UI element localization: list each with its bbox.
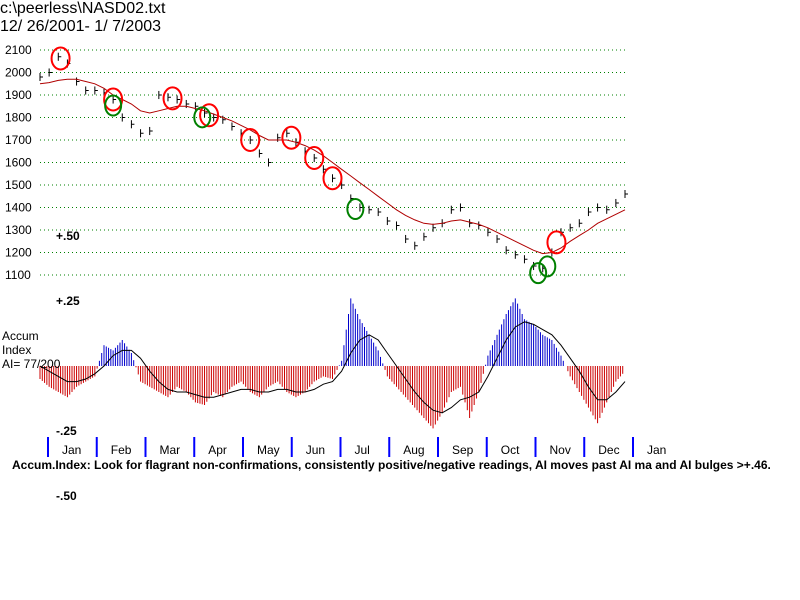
y-tick-label: 2000 <box>5 66 32 80</box>
sell-signal-circle <box>103 87 124 112</box>
month-label: Mar <box>160 443 181 457</box>
sell-signal-circle <box>322 166 343 191</box>
month-label: Apr <box>208 443 227 457</box>
indicator-name-line2: Index <box>2 343 32 357</box>
ai-tick-label: +.25 <box>56 294 80 308</box>
y-tick-label: 2100 <box>5 43 32 57</box>
ai-y-axis: -.50 -.25 +.25 +.50 <box>56 229 80 503</box>
footnote: Accum.Index: Look for flagrant non-confi… <box>12 458 771 472</box>
ai-moving-average <box>39 321 626 414</box>
month-label: Nov <box>550 443 571 457</box>
price-moving-average <box>39 78 626 255</box>
price-y-axis: 1100 1200 1300 1400 1500 1600 1700 1800 1900 2000… <box>5 43 32 282</box>
sell-signal-circle <box>162 86 183 111</box>
ai-bars <box>39 298 624 429</box>
ai-tick-label: -.25 <box>56 424 77 438</box>
indicator-name-line1: Accum <box>2 329 39 343</box>
month-label: Aug <box>403 443 424 457</box>
month-axis: Jan Feb Mar Apr May Jun Jul Aug Sep Oct Nov Dec Jan <box>47 437 666 457</box>
month-label: Dec <box>598 443 619 457</box>
buy-signal-circle <box>538 255 557 278</box>
signal-circles <box>50 46 567 285</box>
date-range: 12/ 26/2001- 1/ 7/2003 <box>0 18 162 35</box>
sell-signal-circle <box>546 230 567 255</box>
y-tick-label: 1100 <box>5 268 31 282</box>
month-label: Jun <box>306 443 325 457</box>
ai-tick-label: +.50 <box>56 229 80 243</box>
sell-signal-circle <box>281 125 302 150</box>
y-tick-label: 1300 <box>5 223 32 237</box>
moving-average-line <box>39 78 626 255</box>
month-label: May <box>257 443 280 457</box>
sell-signal-circle <box>199 103 220 128</box>
ai-tick-label: -.50 <box>56 489 77 503</box>
buy-signal-circle <box>193 106 212 129</box>
buy-signal-circle <box>104 94 123 117</box>
file-title: c:\peerless\NASD02.txt <box>0 0 166 17</box>
y-tick-label: 1900 <box>5 88 32 102</box>
buy-signal-circle <box>346 198 365 220</box>
buy-signal-circle <box>529 262 548 285</box>
ai-moving-average-line <box>39 321 626 414</box>
y-tick-label: 1700 <box>5 133 32 147</box>
indicator-value: AI= 77/200 <box>2 357 61 371</box>
y-tick-label: 1400 <box>5 201 32 215</box>
month-label: Jul <box>355 443 370 457</box>
month-label: Feb <box>111 443 132 457</box>
y-tick-label: 1800 <box>5 111 32 125</box>
y-tick-label: 1600 <box>5 156 32 170</box>
month-label: Jan <box>647 443 666 457</box>
month-label: Oct <box>501 443 520 457</box>
y-tick-label: 1200 <box>5 246 32 260</box>
y-tick-label: 1500 <box>5 178 32 192</box>
month-label: Jan <box>62 443 81 457</box>
sell-signal-circle <box>304 146 325 170</box>
sell-signal-circle <box>240 128 261 152</box>
sell-signal-circle <box>50 46 71 71</box>
month-label: Sep <box>452 443 474 457</box>
